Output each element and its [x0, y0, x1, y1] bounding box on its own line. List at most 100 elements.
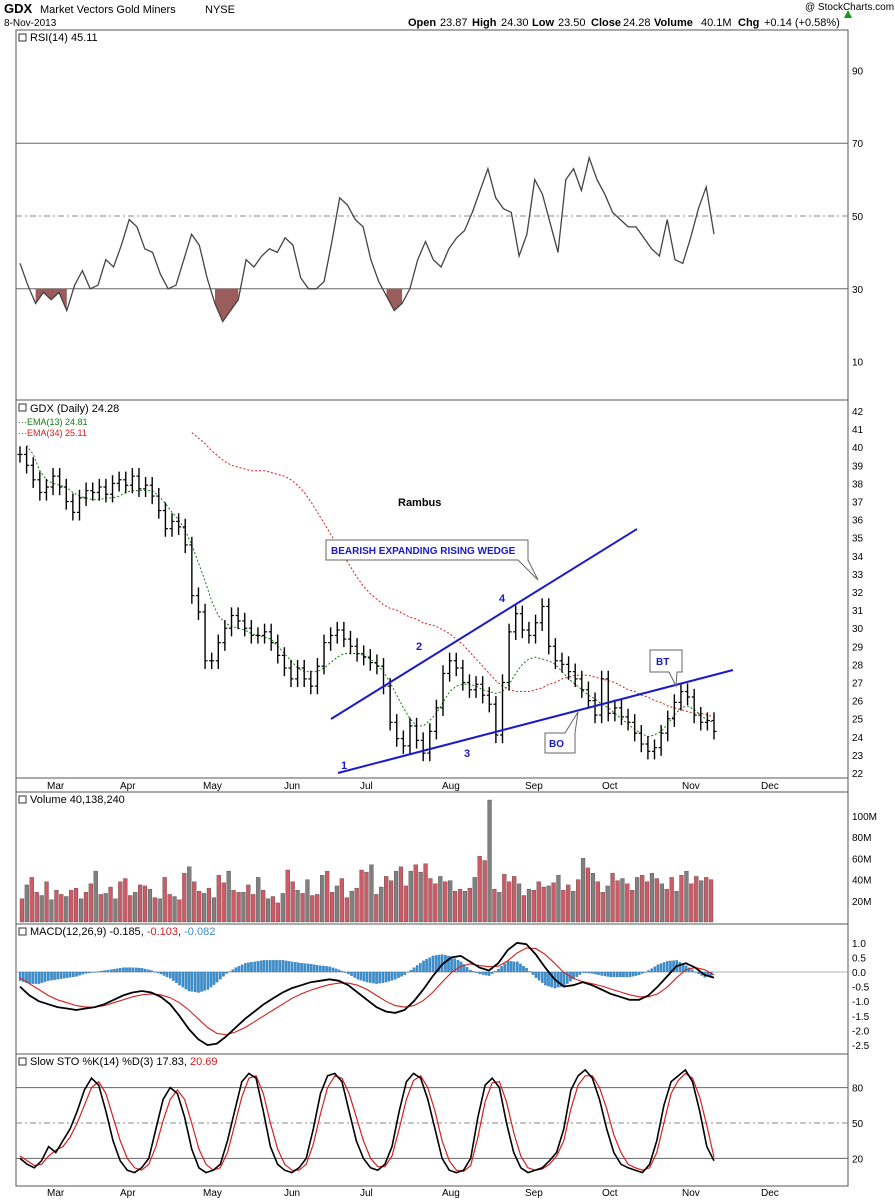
- volume-bar: [93, 870, 98, 923]
- macd-histogram-bar: [481, 971, 485, 975]
- macd-histogram-bar: [71, 971, 75, 978]
- macd-histogram-bar: [356, 971, 360, 980]
- macd-histogram-bar: [244, 963, 247, 973]
- high-label: High: [472, 17, 497, 29]
- chart-date: 8-Nov-2013: [4, 18, 57, 29]
- macd-histogram-bar: [197, 971, 200, 993]
- price-tick-label: 27: [852, 679, 864, 690]
- volume-bar: [334, 885, 340, 923]
- macd-histogram-bar: [631, 971, 635, 977]
- macd-histogram-bar: [515, 961, 519, 973]
- volume-bar: [595, 881, 600, 923]
- volume-bar: [413, 864, 418, 923]
- volume-bar: [384, 876, 389, 923]
- volume-label: Volume: [654, 17, 693, 29]
- rsi-tick-label: 50: [852, 212, 864, 223]
- macd-histogram-bar: [153, 971, 156, 973]
- volume-bar: [704, 877, 709, 923]
- macd-histogram-bar: [209, 971, 213, 988]
- month-tick-label-bottom: Oct: [602, 1188, 618, 1199]
- volume-bar: [600, 892, 605, 923]
- price-panel: [15, 399, 849, 779]
- macd-histogram-bar: [46, 971, 50, 981]
- macd-histogram-bar: [450, 956, 453, 973]
- month-axis-top: [15, 777, 849, 793]
- month-tick-label-top: Oct: [602, 781, 618, 792]
- month-tick-label-top: Sep: [525, 781, 543, 792]
- macd-histogram-bar: [165, 971, 169, 978]
- volume-bar: [320, 875, 325, 923]
- macd-histogram-bar: [384, 971, 388, 983]
- volume-bar: [625, 883, 630, 923]
- volume-bar: [349, 891, 354, 923]
- price-tick-label: 34: [852, 552, 864, 563]
- macd-histogram-bar: [347, 971, 350, 975]
- macd-histogram-bar: [222, 971, 225, 977]
- macd-histogram-bar: [619, 971, 622, 978]
- volume-bar: [605, 885, 610, 923]
- volume-bar: [34, 892, 39, 923]
- macd-histogram-bar: [34, 971, 38, 984]
- macd-histogram-bar: [178, 971, 181, 986]
- macd-histogram-bar: [372, 971, 375, 984]
- volume-bar: [492, 888, 497, 923]
- macd-histogram-bar: [200, 971, 203, 992]
- macd-histogram-bar: [81, 971, 85, 975]
- macd-histogram-bar: [156, 971, 160, 973]
- volume-tick-label: 80M: [852, 833, 871, 844]
- macd-histogram-bar: [100, 970, 103, 973]
- macd-histogram-bar: [250, 962, 253, 973]
- volume-chart: 20M 40M 60M 80M 100M: [19, 799, 877, 923]
- macd-histogram-bar: [90, 971, 94, 973]
- macd-histogram-bar: [309, 963, 313, 973]
- macd-histogram-bar: [603, 971, 607, 977]
- volume-bar: [221, 882, 226, 923]
- macd-signal-line: [19, 947, 715, 1036]
- macd-histogram-bar: [615, 971, 619, 978]
- volume-bar: [187, 866, 192, 923]
- macd-histogram-bar: [650, 968, 654, 973]
- month-tick-label-top: Apr: [120, 781, 136, 792]
- volume-bar: [118, 881, 123, 923]
- volume-bar: [29, 877, 34, 923]
- macd-histogram-bar: [281, 960, 285, 973]
- volume-bar: [83, 892, 89, 923]
- macd-histogram-bar: [322, 965, 325, 973]
- volume-bar: [571, 891, 576, 923]
- volume-bar: [108, 886, 113, 923]
- macd-histogram-bar: [115, 968, 119, 973]
- macd-histogram-bar: [253, 961, 257, 973]
- macd-histogram-bar: [462, 964, 466, 973]
- macd-histogram-bar: [378, 971, 382, 984]
- macd-histogram-bar: [331, 967, 335, 973]
- volume-bar: [679, 875, 684, 923]
- volume-bar: [507, 881, 512, 923]
- volume-bar: [610, 873, 615, 923]
- macd-histogram-bar: [478, 971, 482, 975]
- volume-bar: [457, 888, 463, 923]
- macd-tick-label: 0.5: [852, 953, 866, 964]
- macd-histogram-bar: [43, 971, 47, 982]
- macd-histogram-bar: [106, 969, 110, 973]
- macd-histogram-bar: [212, 971, 216, 985]
- volume-bar: [615, 880, 620, 923]
- macd-tick-label: 1.0: [852, 939, 866, 950]
- price-legend: GDX (Daily) 24.28 ···EMA(13) 24.81 ···EM…: [18, 403, 119, 438]
- price-tick-label: 28: [852, 660, 864, 671]
- macd-histogram-bar: [122, 967, 125, 973]
- chg-up-arrow-icon: [844, 10, 852, 18]
- volume-bar: [418, 871, 423, 923]
- macd-histogram-bar: [456, 959, 460, 973]
- macd-histogram-bar: [59, 971, 63, 979]
- volume-bar: [206, 887, 212, 923]
- volume-bar: [635, 877, 640, 923]
- macd-tick-label: 0.0: [852, 968, 866, 979]
- volume-bar: [315, 894, 320, 923]
- macd-histogram-bar: [537, 971, 541, 981]
- macd-histogram-bar: [259, 960, 263, 973]
- volume-tick-label: 40M: [852, 876, 871, 887]
- price-tick-label: 31: [852, 606, 864, 617]
- macd-histogram-bar: [256, 961, 260, 973]
- volume-bar: [546, 885, 551, 923]
- price-legend-text: GDX (Daily) 24.28: [30, 403, 119, 415]
